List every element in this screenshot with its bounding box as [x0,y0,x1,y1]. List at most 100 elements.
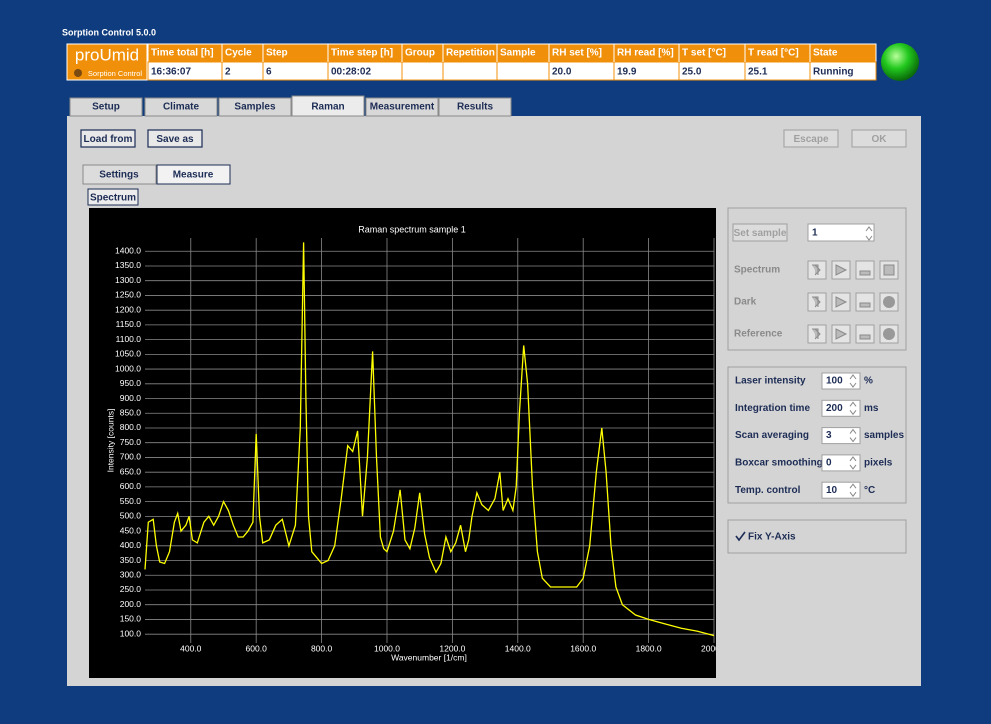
y-tick-label: 1250.0 [115,290,141,300]
parameter-input[interactable] [821,427,861,445]
tab-face [82,164,157,185]
y-tick-label: 100.0 [120,628,142,638]
y-tick-label: 1300.0 [115,275,141,285]
parameter-label: Integration time [735,403,810,414]
tab[interactable]: Setup [69,97,143,117]
acquisition-label: Dark [734,297,757,308]
y-tick-label: 1400.0 [115,246,141,256]
tab[interactable]: Measurement [365,97,439,117]
parameter-unit: samples [864,430,904,441]
y-tick-label: 950.0 [120,378,142,388]
acquisition-label: Spectrum [734,265,780,276]
tab-face [365,97,439,117]
y-tick-label: 650.0 [120,466,142,476]
parameter-input[interactable] [821,454,861,472]
chart: Raman spectrum sample 1 Wavenumber [1/cm]… [89,208,727,678]
icon-button[interactable] [879,292,899,312]
button-label: Load from [84,134,133,145]
tab-label: Climate [163,102,200,113]
logo-name: proUmid [75,45,139,64]
icon-button[interactable] [879,324,899,344]
y-tick-label: 350.0 [120,555,142,565]
y-tick-label: 700.0 [120,452,142,462]
icon-button[interactable] [879,260,899,280]
icon-glyph [835,296,848,308]
status-value: 25.0 [682,67,702,78]
icon-glyph [835,264,848,276]
icon-button[interactable] [855,324,875,344]
icon-button[interactable] [831,260,851,280]
parameter-label: Laser intensity [735,376,806,387]
checkbox-check[interactable] [735,531,746,542]
y-tick-label: 150.0 [120,614,142,624]
spinner-arrows [849,374,857,388]
save-button[interactable]: Save as [147,129,203,148]
status-value: 19.9 [617,67,637,78]
tab-label: Settings [99,170,139,181]
spectrum-line [144,242,715,637]
sub-tab[interactable]: Settings [82,164,157,185]
escape-button: Escape [783,129,839,148]
sample-input[interactable] [807,223,875,242]
status-header: Step [266,48,288,59]
y-tick-label: 750.0 [120,437,142,447]
chart-title: Raman spectrum sample 1 [358,224,466,234]
group-box [727,207,907,351]
button-label: Set sample [734,228,787,239]
icon-glyph [812,328,821,340]
parameter-value: 100 [826,376,843,387]
icon-button[interactable] [807,260,827,280]
parameter-input[interactable] [821,481,861,499]
y-tick-label: 850.0 [120,408,142,418]
icon-face [855,260,875,280]
load-button[interactable]: Load from [80,129,136,148]
tab[interactable]: Results [438,97,512,117]
icon-button[interactable] [807,324,827,344]
status-header: Time step [h] [331,48,393,59]
y-axis-label: Intensity [counts] [105,409,115,473]
window-title: Sorption Control 5.0.0 [62,27,156,37]
icon-button[interactable] [855,260,875,280]
group-box [727,519,907,554]
tab[interactable]: Climate [144,97,218,117]
tab-label: Measurement [370,102,435,113]
icon-glyph [835,328,848,340]
status-header: Time total [h] [151,48,214,59]
icon-glyph [859,334,871,340]
parameter-input[interactable] [821,399,861,417]
status-header: Group [405,48,435,59]
status-header: Cycle [225,48,252,59]
button-face [851,129,907,148]
status-value: 6 [266,67,272,78]
icon-button[interactable] [807,292,827,312]
parameter-value: 0 [826,458,832,469]
tab-label: Raman [311,102,344,113]
x-tick-label: 1000.0 [374,643,400,653]
icon-button[interactable] [831,292,851,312]
x-tick-label: 2000.0 [701,643,727,653]
icon-face [855,292,875,312]
status-value-row [147,61,877,81]
button-face [80,129,136,148]
y-tick-label: 450.0 [120,525,142,535]
button-face [732,223,788,242]
y-tick-label: 1100.0 [116,334,142,344]
tab[interactable]: Raman [291,95,365,117]
y-tick-label: 1050.0 [115,349,141,359]
checkbox-label: Fix Y-Axis [748,532,796,543]
x-axis-label: Wavenumber [1/cm] [391,652,467,662]
icon-button[interactable] [855,292,875,312]
status-header: T set [°C] [682,48,726,59]
sample-value: 1 [812,228,818,239]
y-tick-label: 250.0 [120,584,142,594]
y-tick-label: 1350.0 [115,260,141,270]
y-tick-label: 1200.0 [115,304,141,314]
sub-tab[interactable]: Measure [156,164,231,185]
icon-button[interactable] [831,324,851,344]
tab[interactable]: Samples [218,97,292,117]
parameter-input[interactable] [821,372,861,390]
status-header: T read [°C] [748,48,799,59]
icon-face [855,324,875,344]
tab-face [156,164,231,185]
parameter-value: 3 [826,430,832,441]
